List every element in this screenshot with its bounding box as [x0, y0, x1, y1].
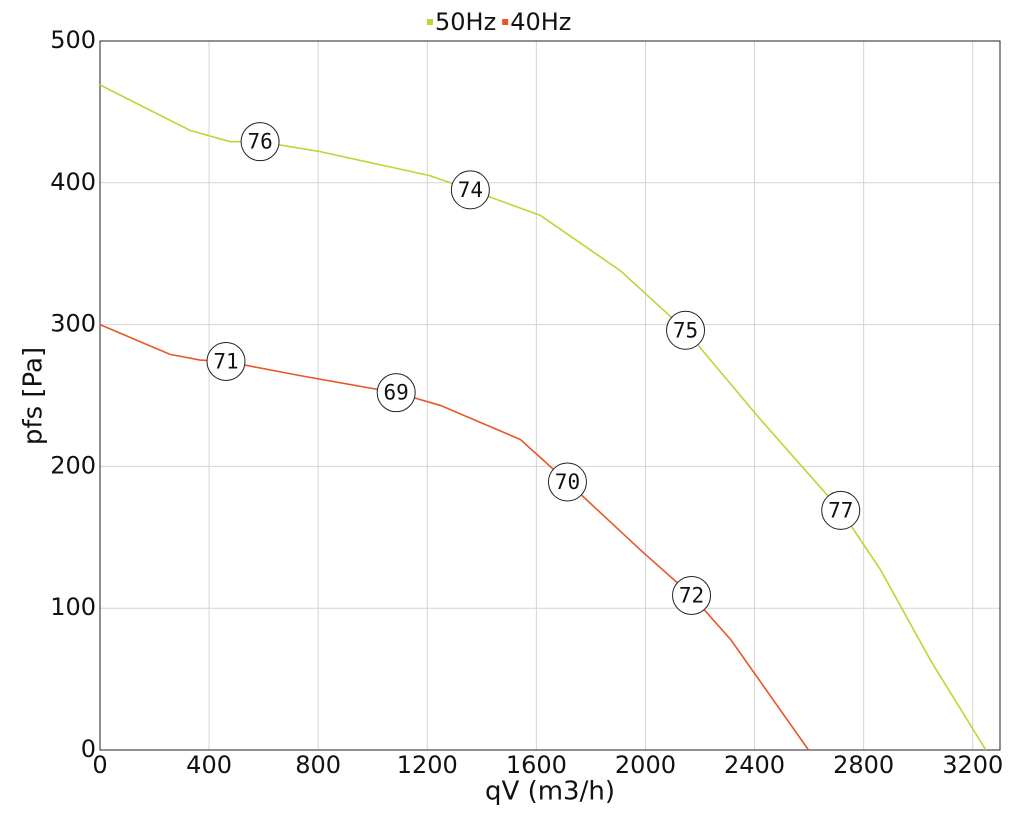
annotation-label: 77: [828, 498, 853, 522]
annotation-marker: [821, 490, 861, 530]
annotation-marker: [547, 462, 587, 502]
annotation-label: 74: [458, 178, 483, 202]
y-tick-label: 200: [50, 451, 96, 479]
annotation-label: 75: [673, 318, 698, 342]
x-tick-label: 0: [92, 751, 107, 779]
annotation-marker: [666, 310, 706, 350]
x-tick-label: 2800: [833, 751, 894, 779]
annotation-marker: [240, 122, 280, 162]
x-tick-label: 3200: [942, 751, 1003, 779]
plot-frame: [99, 40, 1001, 751]
annotation-marker: [672, 575, 712, 615]
legend-label: 50Hz: [435, 8, 496, 36]
legend-label: 40Hz: [510, 8, 571, 36]
annotation-label: 72: [679, 583, 704, 607]
y-tick-label: 400: [50, 168, 96, 196]
annotation-marker: [450, 170, 490, 210]
annotation-marker: [376, 373, 416, 413]
x-tick-label: 2400: [724, 751, 785, 779]
curve: [99, 84, 987, 751]
annotation-label: 70: [555, 470, 580, 494]
y-tick-label: 500: [50, 26, 96, 54]
x-tick-label: 800: [295, 751, 341, 779]
x-tick-label: 1200: [397, 751, 458, 779]
annotation-marker: [206, 341, 246, 381]
annotation-label: 76: [247, 130, 272, 154]
y-axis-label: pfs [Pa]: [19, 347, 49, 445]
annotation-label: 69: [384, 381, 409, 405]
annotation-label: 71: [213, 349, 238, 373]
x-tick-label: 2000: [615, 751, 676, 779]
y-tick-label: 100: [50, 593, 96, 621]
y-tick-label: 0: [81, 735, 96, 763]
legend-swatch: [502, 19, 509, 25]
legend-swatch: [427, 19, 433, 25]
x-tick-label: 1600: [506, 751, 567, 779]
x-tick-label: 400: [186, 751, 232, 779]
y-tick-label: 300: [50, 310, 96, 338]
x-axis-label: qV (m3/h): [485, 777, 615, 807]
